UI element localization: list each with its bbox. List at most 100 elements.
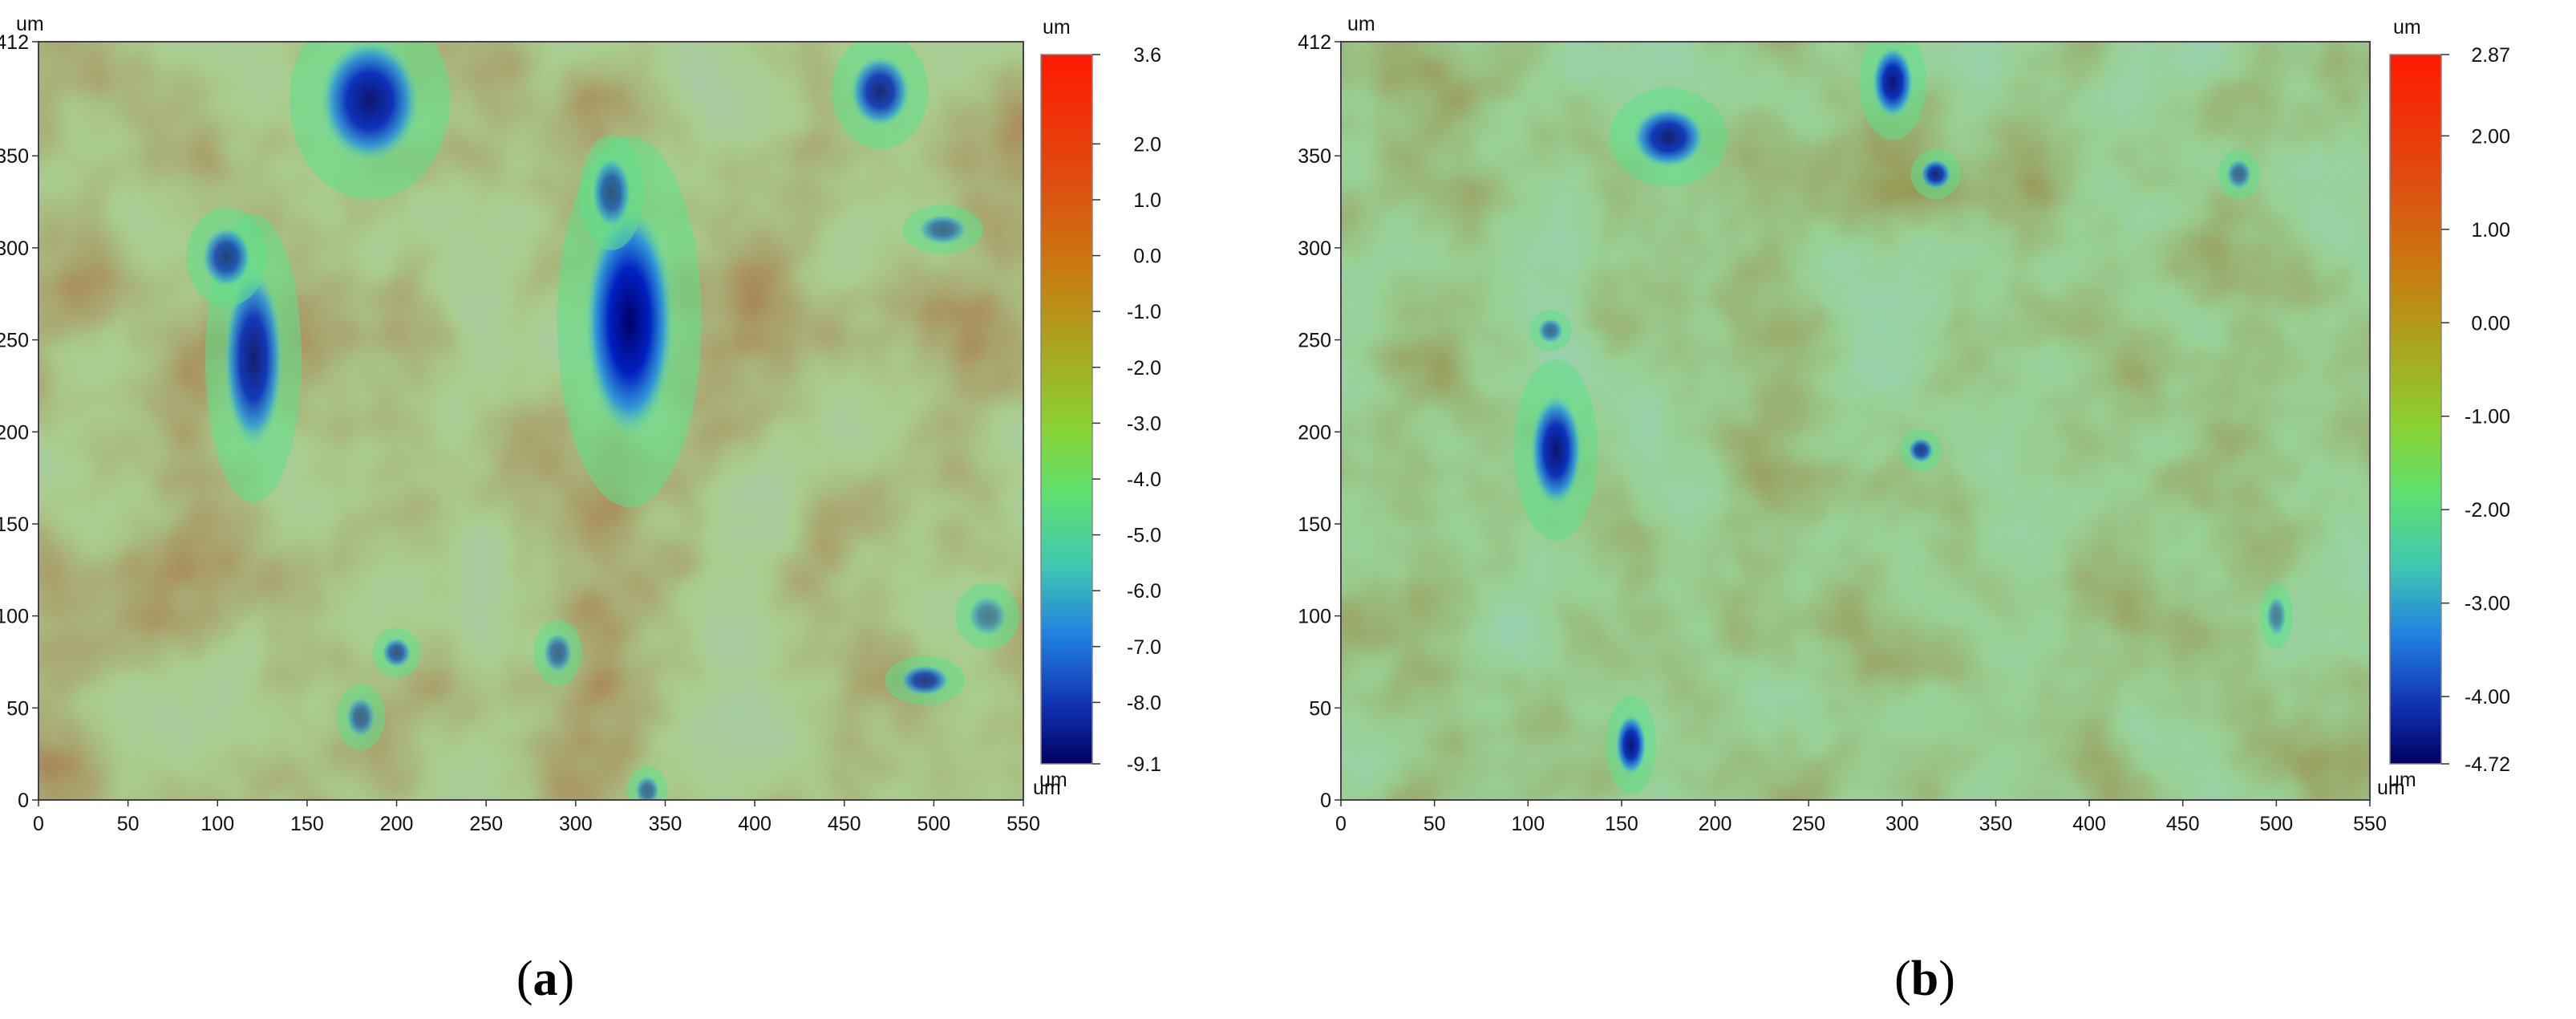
y-tick-label: 200 <box>1298 421 1331 444</box>
x-tick-label: 550 <box>1007 813 1040 835</box>
colorbar-tick-label: 1.00 <box>2471 219 2510 242</box>
x-tick-label: 500 <box>2260 813 2294 835</box>
colorbar-tick-label: 2.00 <box>2471 125 2510 148</box>
x-tick-label: 300 <box>559 813 593 835</box>
pit <box>223 268 284 449</box>
colorbar-tick-label: 0.0 <box>1133 246 1161 268</box>
y-tick-label: 0 <box>18 790 29 812</box>
x-tick-label: 300 <box>1885 813 1919 835</box>
pit <box>1614 713 1647 776</box>
panel-a-letter: a <box>533 952 558 1006</box>
y-unit-label-a: um <box>16 13 44 35</box>
x-tick-label: 500 <box>917 813 951 835</box>
y-tick-label: 300 <box>1298 237 1331 260</box>
y-tick-label: 412 <box>0 31 29 54</box>
x-tick-label: 350 <box>649 813 682 835</box>
colorbar-tick-label: -5.0 <box>1127 525 1161 547</box>
pit <box>1920 158 1952 190</box>
y-tick-label: 0 <box>1320 790 1331 812</box>
x-tick-label: 150 <box>290 813 324 835</box>
panel-b-label: (b) <box>1894 952 1955 1006</box>
pit <box>542 631 573 674</box>
colorbar-tick-label: -6.0 <box>1127 580 1161 603</box>
x-tick-label: 0 <box>33 813 44 835</box>
pit <box>1537 318 1564 344</box>
colorbar-tick-label: 1.0 <box>1133 189 1161 212</box>
height-map-a <box>38 42 1023 800</box>
x-tick-label: 250 <box>1792 813 1825 835</box>
colorbar-tick-label: -2.0 <box>1127 357 1161 380</box>
y-tick-label: 100 <box>0 606 29 628</box>
x-tick-label: 0 <box>1335 813 1347 835</box>
colorbar-unit-bottom: um <box>2388 769 2416 791</box>
colorbar-a-bar <box>1041 55 1092 764</box>
y-tick-label: 50 <box>6 697 29 720</box>
pit <box>967 595 1008 637</box>
colorbar-tick-label: -7.0 <box>1127 636 1161 659</box>
map-a-texture <box>38 42 1023 800</box>
pit <box>346 696 376 738</box>
y-tick-label: 50 <box>1309 697 1331 720</box>
y-tick-label: 200 <box>0 421 29 444</box>
x-tick-label: 250 <box>469 813 503 835</box>
pit <box>899 664 950 696</box>
y-tick-label: 250 <box>1298 330 1331 352</box>
x-unit-label-a: um <box>1033 777 1061 799</box>
pits-a <box>186 42 1020 800</box>
x-tick-label: 400 <box>738 813 772 835</box>
pits-b <box>1514 42 2294 794</box>
map-b-frame <box>1340 41 2371 801</box>
map-b-texture <box>1341 42 2370 800</box>
x-tick-label: 200 <box>1699 813 1732 835</box>
colorbar-tick-label: -2.00 <box>2465 499 2510 522</box>
colorbar-unit-bottom: um <box>1039 769 1067 791</box>
y-tick-label: 250 <box>0 330 29 352</box>
x-tick-label: 150 <box>1605 813 1638 835</box>
x-axis-b: 0 50 100 150 200 250 300 350 400 450 500 550 <box>1335 800 2387 835</box>
colorbar-tick-label: 2.87 <box>2471 44 2510 67</box>
colorbar-b: um 2.87 2.00 1.00 0.00 -1.00 -2.00 -3.00 -4.00 -… <box>2388 16 2510 791</box>
panel-a-label: (a) <box>516 952 574 1006</box>
colorbar-tick-label: 2.0 <box>1133 133 1161 156</box>
panel-a: 0 50 100 150 200 250 300 350 400 450 500 550 0 50 100… <box>0 13 1161 1006</box>
y-tick-label: 350 <box>1298 145 1331 168</box>
pit <box>849 55 910 128</box>
x-tick-label: 200 <box>380 813 414 835</box>
y-tick-label: 150 <box>0 514 29 536</box>
x-tick-label: 400 <box>2072 813 2106 835</box>
y-tick-label: 150 <box>1298 514 1331 536</box>
colorbar-b-unit-top: um <box>2393 16 2421 39</box>
pit <box>584 205 675 438</box>
colorbar-b-bar <box>2390 55 2441 764</box>
x-tick-label: 50 <box>1424 813 1446 835</box>
colorbar-tick-label: -1.0 <box>1127 301 1161 323</box>
x-axis-a: 0 50 100 150 200 250 300 350 400 450 500 550 <box>33 800 1040 835</box>
colorbar-a: um 3.6 2.0 1.0 0.0 -1.0 -2.0 -3.0 -4.0 -5.0 -6.0 -… <box>1039 16 1161 791</box>
y-tick-label: 300 <box>0 237 29 260</box>
pit <box>381 637 412 668</box>
y-unit-label-b: um <box>1347 13 1375 35</box>
y-axis-a: 0 50 100 150 200 250 300 350 412 <box>0 31 38 812</box>
map-a-frame <box>38 41 1024 801</box>
pit <box>1529 393 1582 507</box>
y-axis-b: 0 50 100 150 200 250 300 350 412 <box>1298 31 1341 812</box>
colorbar-tick-label: -3.0 <box>1127 412 1161 435</box>
x-tick-label: 100 <box>1511 813 1545 835</box>
colorbar-tick-label: -1.00 <box>2465 406 2510 428</box>
pit <box>2226 158 2253 190</box>
x-tick-label: 350 <box>1979 813 2013 835</box>
pit <box>1631 106 1705 168</box>
panel-b: 0 50 100 150 200 250 300 350 400 450 500 550 0 50 100… <box>1298 13 2510 1006</box>
colorbar-tick-label: -4.72 <box>2465 753 2510 776</box>
x-tick-label: 550 <box>2353 813 2387 835</box>
pit <box>201 225 252 288</box>
colorbar-tick-label: -3.00 <box>2465 593 2510 615</box>
pit <box>1872 46 1914 119</box>
pit <box>1907 437 1934 464</box>
colorbar-b-frame <box>2389 54 2442 765</box>
colorbar-tick-label: -4.0 <box>1127 469 1161 491</box>
pit <box>917 213 968 246</box>
colorbar-a-unit-top: um <box>1043 16 1071 39</box>
panel-b-letter: b <box>1911 952 1938 1006</box>
